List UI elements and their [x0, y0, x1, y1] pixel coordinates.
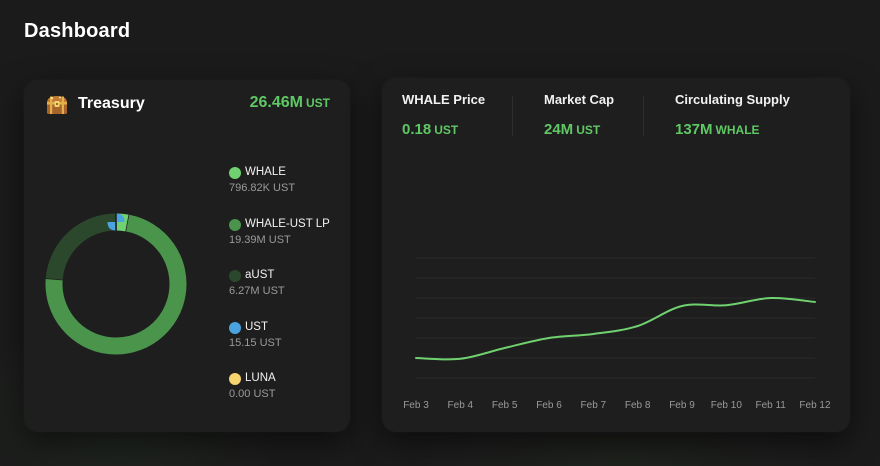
legend-dot-ust: [229, 321, 241, 334]
legend-item-aust: aUST 6.27M UST: [229, 269, 344, 321]
treasury-header: Treasury 26.46M UST: [44, 92, 330, 124]
x-tick-label: Feb 10: [711, 400, 743, 411]
legend-name: UST: [245, 320, 268, 333]
x-tick-label: Feb 3: [403, 400, 429, 411]
treasure-chest-icon: [47, 96, 67, 114]
price-line: [415, 296, 816, 361]
donut-slice-whale[interactable]: [115, 213, 130, 232]
x-tick-label: Feb 4: [448, 400, 474, 411]
price-point[interactable]: [676, 300, 688, 312]
legend-item-whale-ust-lp: WHALE-UST LP 19.39M UST: [229, 218, 344, 270]
stat-whale-price: WHALE Price 0.18 UST: [402, 92, 485, 142]
price-point[interactable]: [720, 299, 732, 311]
treasury-legend: WHALE 796.82K UST WHALE-UST LP 19.39M US…: [229, 166, 344, 424]
treasury-total: 26.46M UST: [250, 94, 330, 112]
price-point[interactable]: [632, 320, 644, 332]
price-point[interactable]: [543, 332, 555, 344]
price-point[interactable]: [454, 353, 466, 365]
legend-dot-luna: [229, 373, 241, 385]
legend-name: LUNA: [245, 372, 276, 384]
stat-unit: WHALE: [715, 123, 760, 137]
stat-divider: [512, 96, 513, 136]
price-point[interactable]: [587, 328, 599, 340]
donut-slice-aust[interactable]: [45, 213, 117, 280]
legend-value: 15.15 UST: [229, 336, 282, 349]
legend-dot-whale: [229, 167, 241, 179]
x-tick-label: Feb 7: [581, 400, 607, 411]
legend-name: aUST: [245, 269, 275, 281]
price-point[interactable]: [809, 296, 821, 308]
treasury-total-value: 26.46M: [249, 94, 303, 111]
x-tick-label: Feb 6: [536, 400, 562, 411]
legend-item-whale: WHALE 796.82K UST: [229, 166, 344, 218]
price-point[interactable]: [499, 342, 511, 354]
stat-number: 24M: [544, 121, 574, 138]
stat-unit: UST: [434, 123, 459, 137]
stat-value: 137M WHALE: [675, 121, 790, 138]
donut-slice-whale-ust-lp[interactable]: [45, 214, 187, 355]
legend-value: 0.00 UST: [229, 388, 276, 400]
legend-name: WHALE: [245, 166, 286, 178]
x-tick-label: Feb 12: [799, 400, 831, 411]
legend-item-luna: LUNA 0.00 UST: [229, 372, 344, 424]
stat-label: Market Cap: [544, 92, 615, 107]
x-tick-label: Feb 5: [492, 400, 518, 411]
whale-stats-card: WHALE Price 0.18 UST Market Cap 24M UST Ci…: [382, 78, 850, 432]
treasury-total-unit: UST: [306, 96, 330, 110]
stat-number: 0.18: [402, 121, 432, 138]
treasury-donut-chart: [45, 213, 187, 355]
stat-number: 137M: [675, 121, 713, 138]
stat-value: 24M UST: [544, 121, 614, 138]
price-point[interactable]: [765, 292, 777, 304]
legend-name: WHALE-UST LP: [245, 217, 330, 230]
stat-label: WHALE Price: [402, 92, 486, 107]
stat-unit: UST: [576, 123, 601, 137]
stat-label: Circulating Supply: [675, 92, 790, 107]
stat-market-cap: Market Cap 24M UST: [544, 92, 614, 142]
price-point[interactable]: [410, 352, 422, 364]
legend-dot-aust: [229, 270, 241, 282]
x-tick-label: Feb 11: [755, 400, 786, 411]
stat-circulating-supply: Circulating Supply 137M WHALE: [675, 92, 790, 142]
x-tick-label: Feb 8: [625, 400, 651, 411]
stat-divider: [643, 96, 644, 136]
legend-dot-whale-ust-lp: [229, 218, 241, 231]
x-tick-label: Feb 9: [669, 400, 695, 411]
legend-value: 6.27M UST: [229, 285, 285, 297]
page-title: Dashboard: [24, 20, 131, 42]
stat-value: 0.18 UST: [402, 121, 485, 138]
whale-price-chart: Feb 3 Feb 4 Feb 5 Feb 6 Feb 7 Feb 8 Feb 9 Feb 1…: [403, 257, 831, 411]
treasury-title: Treasury: [78, 95, 145, 112]
legend-value: 19.39M UST: [229, 233, 291, 246]
legend-item-ust: UST 15.15 UST: [229, 321, 344, 373]
treasury-card: Treasury 26.46M UST WHALE 796.82K UST WHA…: [24, 80, 350, 432]
legend-value: 796.82K UST: [229, 182, 296, 194]
